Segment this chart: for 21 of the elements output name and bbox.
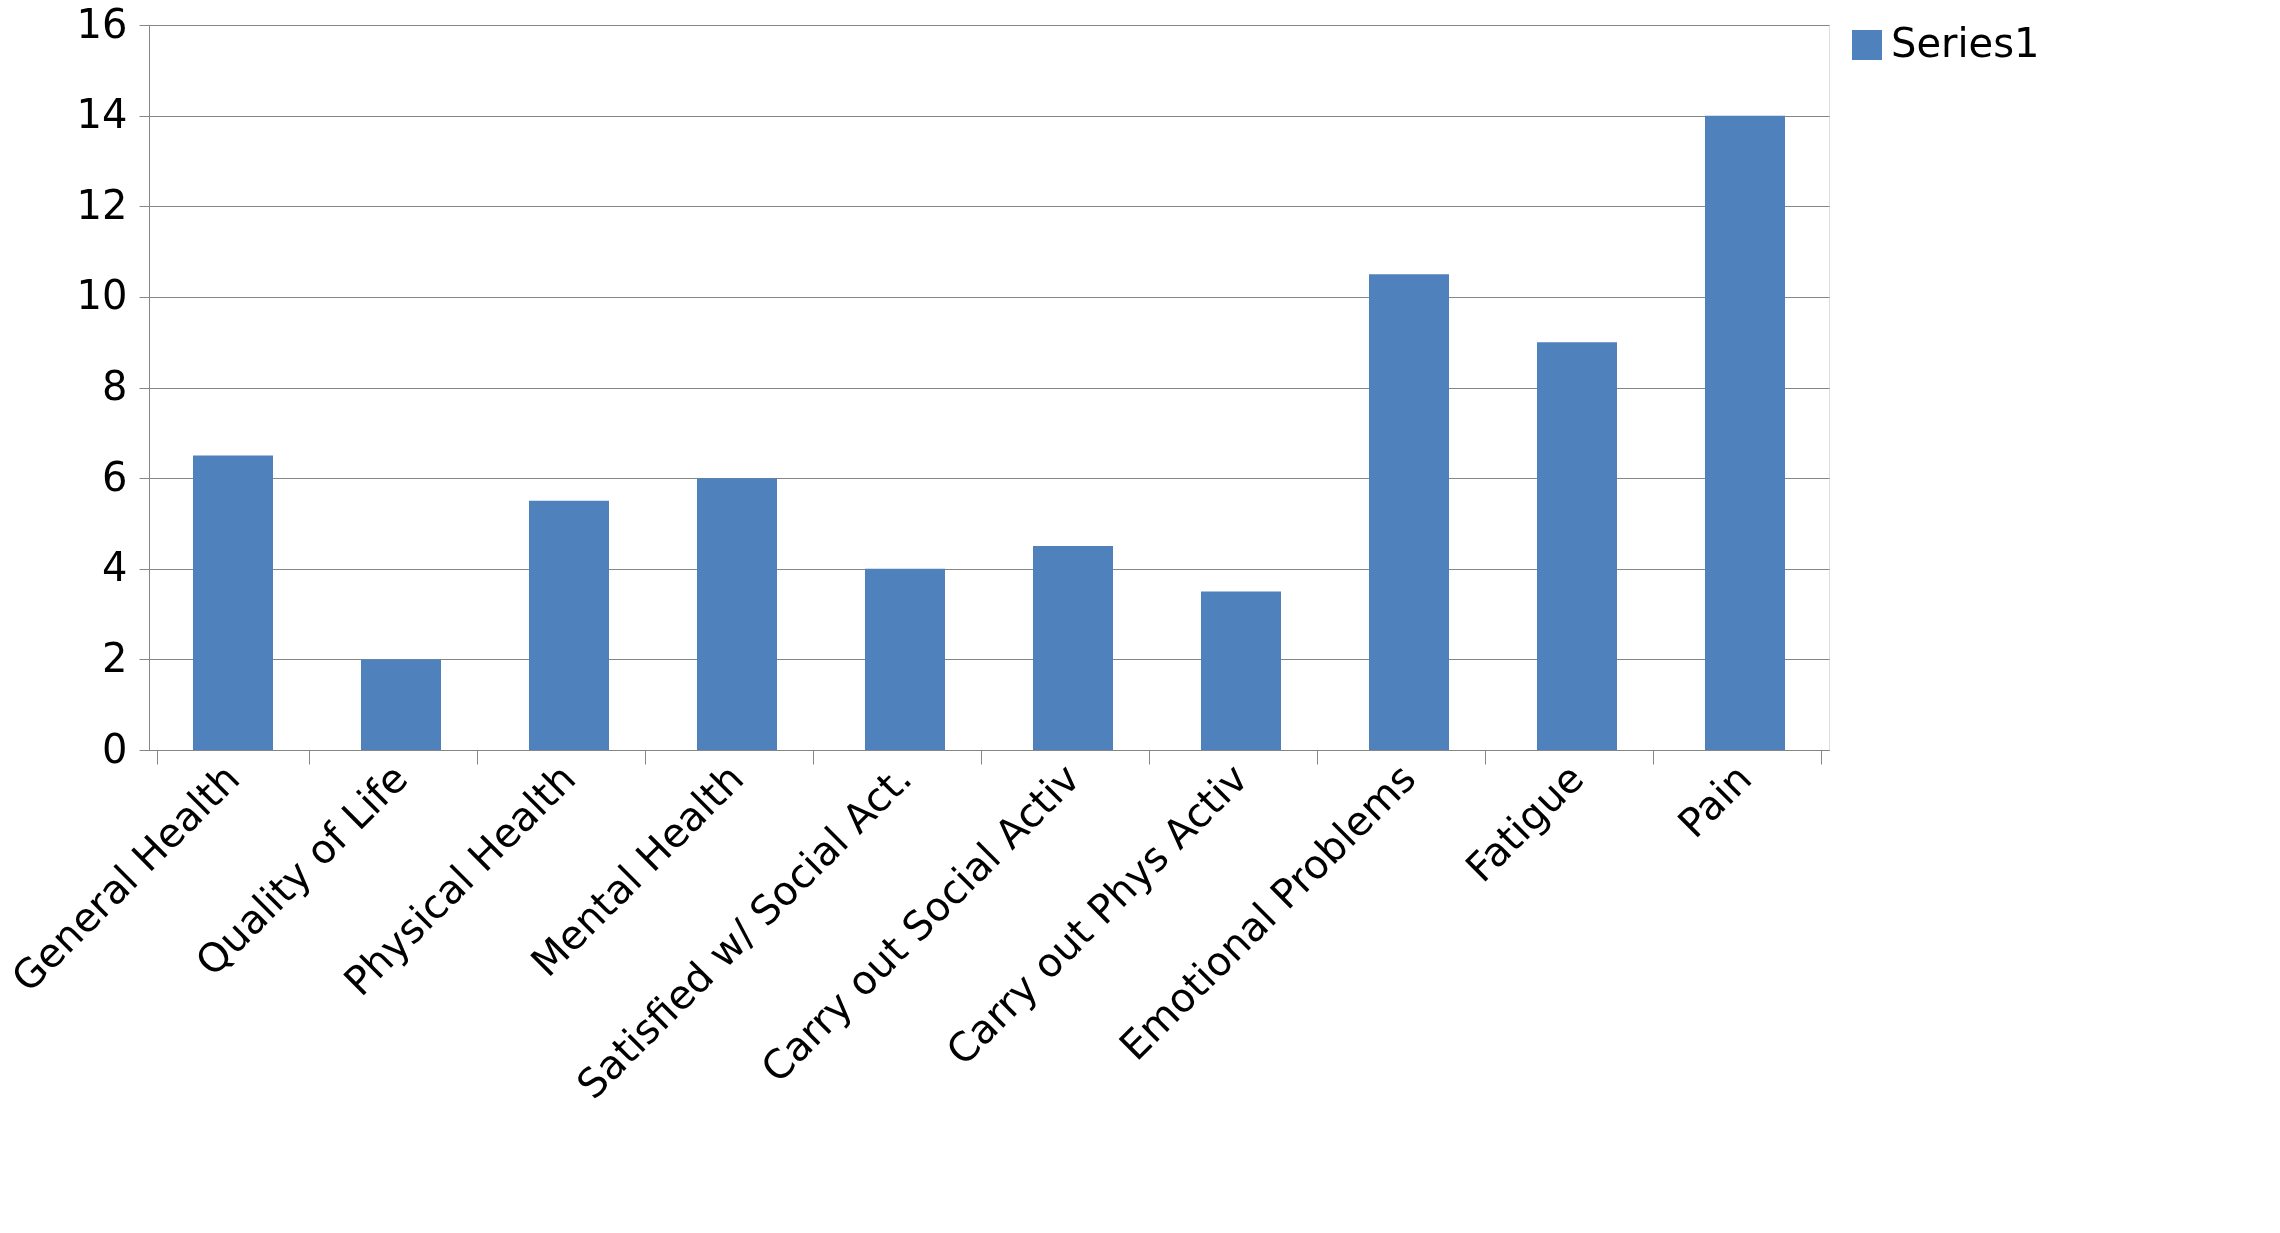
bar [193,455,273,750]
bar [865,568,945,750]
y-tick-label: 16 [76,0,128,47]
y-tick-label: 14 [76,91,128,138]
x-tick-label: Pain [1668,754,1761,847]
y-tick-label: 10 [76,272,128,319]
y-tick-label: 6 [102,453,128,500]
bar [1201,591,1281,750]
y-tick-label: 0 [102,725,128,772]
bar [1369,274,1449,750]
legend-label: Series1 [1891,20,2040,66]
bar [1705,115,1785,750]
y-tick-label: 12 [76,181,128,228]
y-tick-label: 8 [102,363,128,409]
bar [1033,546,1113,750]
y-tick-label: 2 [102,634,128,681]
bar [697,478,777,750]
bar [1537,342,1617,750]
y-tick-label: 4 [102,544,128,591]
bar [529,500,609,750]
bar [361,659,441,750]
